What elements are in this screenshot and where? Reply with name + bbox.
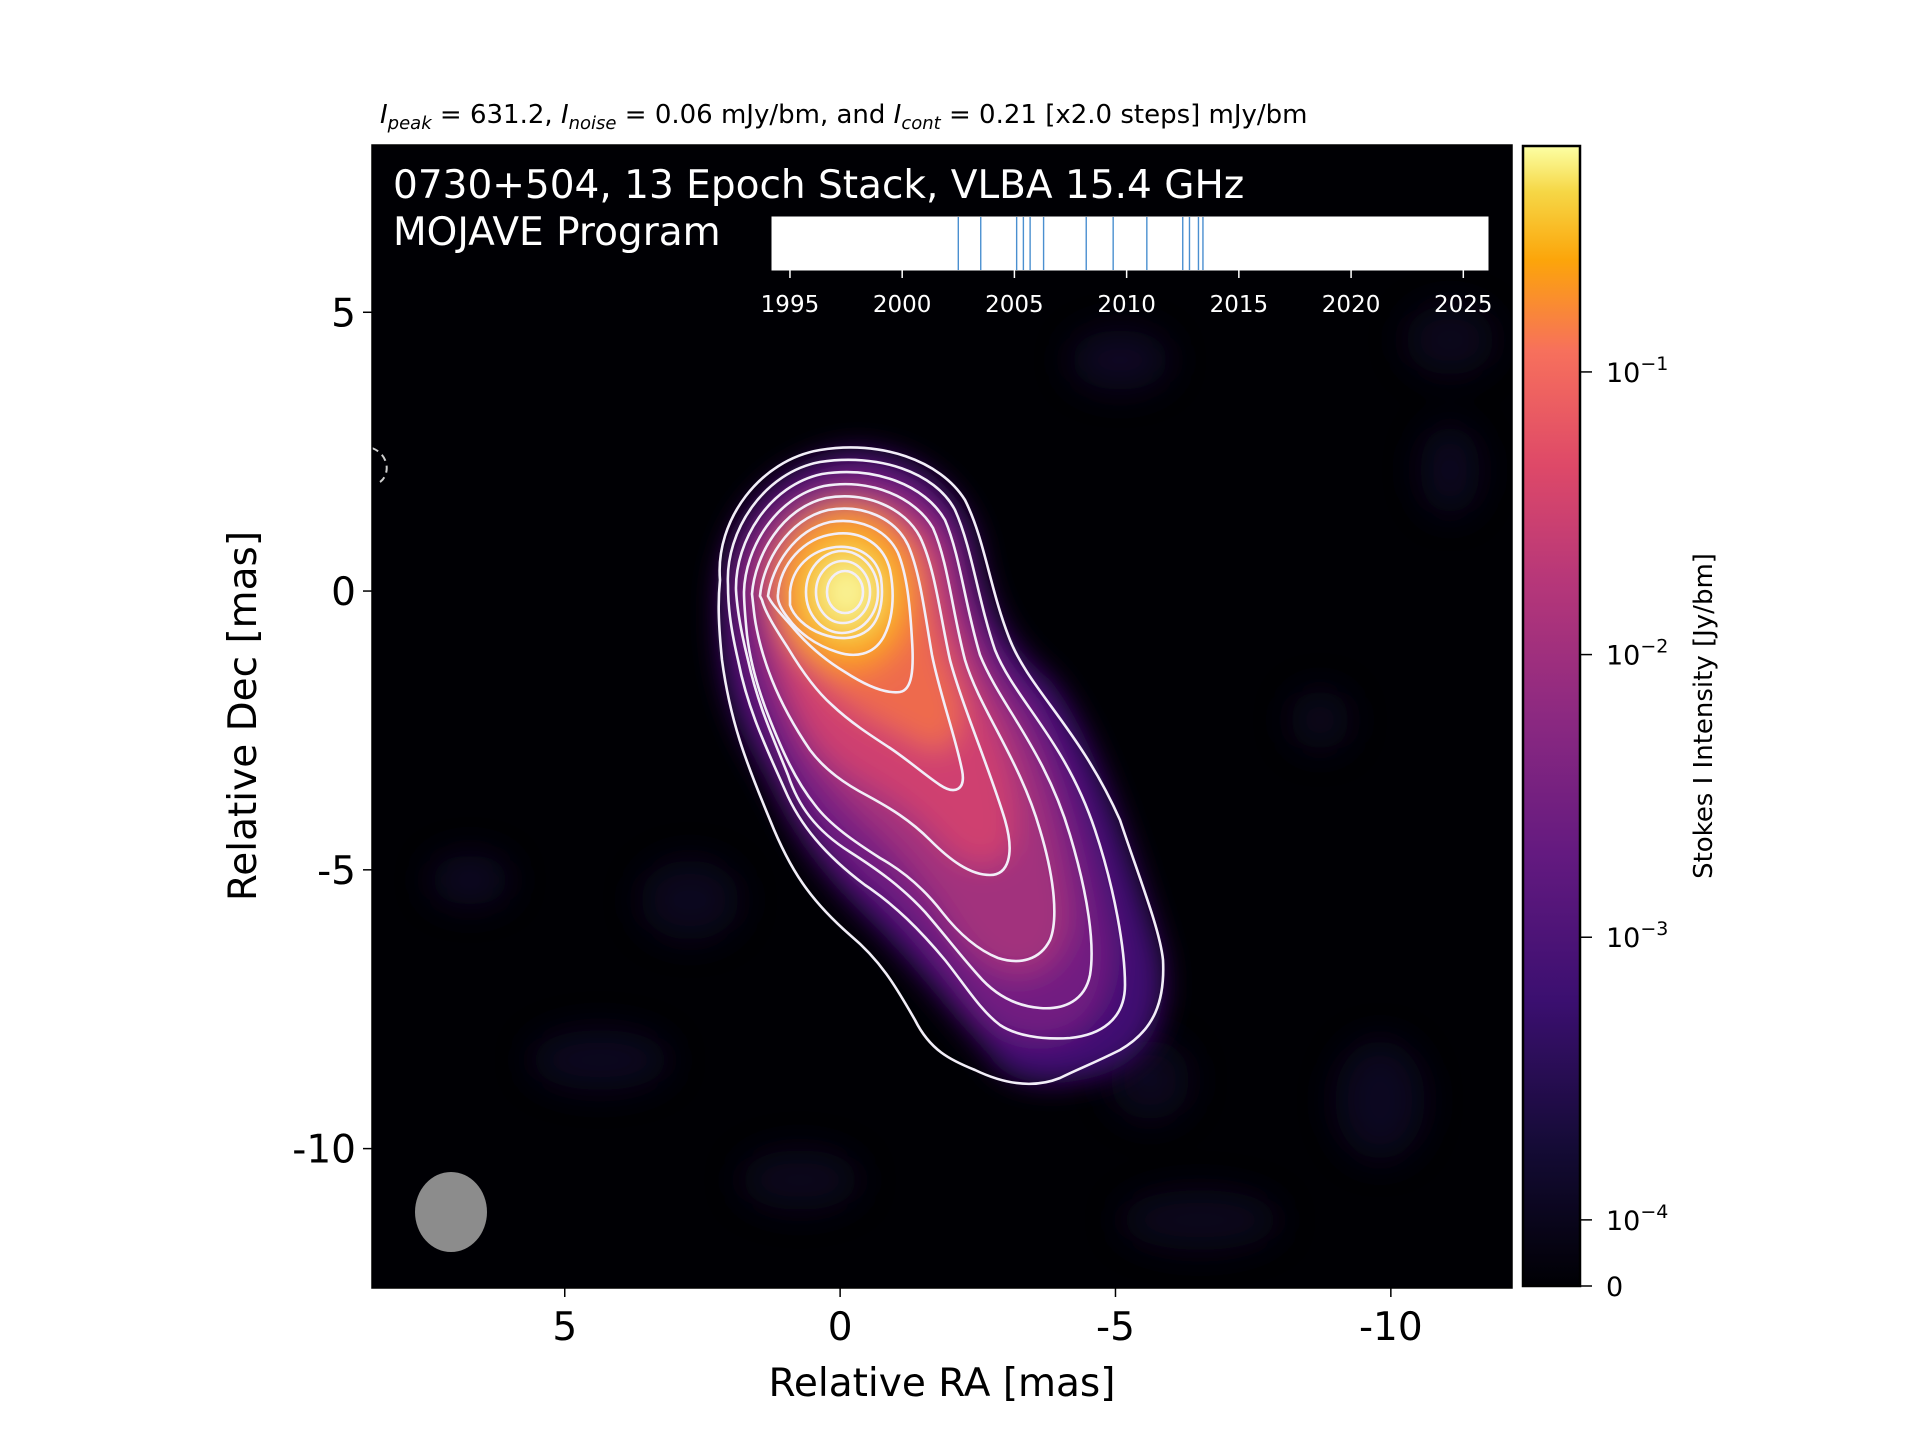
colorbar-label: Stokes I Intensity [Jy/bm]	[1689, 553, 1719, 879]
contour-lines	[371, 446, 1165, 1086]
epoch-tick-label: 2000	[873, 292, 932, 318]
map-title-line2: MOJAVE Program	[393, 210, 721, 255]
epoch-tick-label: 2010	[1097, 292, 1156, 318]
contour-level-10	[804, 549, 880, 635]
y-tick-label: -10	[292, 1128, 356, 1173]
contour-level-11	[814, 559, 872, 625]
y-axis-label: Relative Dec [mas]	[221, 531, 266, 901]
x-axis-label: Relative RA [mas]	[769, 1361, 1116, 1406]
y-tick-label: 5	[331, 291, 356, 336]
epoch-timeline-box	[771, 216, 1489, 271]
colorbar-tick-label: 10−2	[1606, 636, 1668, 672]
noise-value: 0.06 mJy/bm	[654, 100, 820, 130]
contour-level-2	[726, 458, 1127, 1040]
epoch-tick-label: 2020	[1322, 292, 1381, 318]
plot-frame	[371, 144, 1513, 1289]
negative-contour	[371, 447, 388, 483]
epoch-ticks: 1995 2000 2005 2010 2015 2020 2025	[761, 270, 1493, 318]
y-tick-label: 0	[331, 570, 356, 615]
epoch-tick-label: 2025	[1434, 292, 1493, 318]
colorbar-tick-label: 10−3	[1606, 918, 1668, 954]
contour-level-6	[758, 507, 965, 792]
epoch-tick-label: 2005	[985, 292, 1044, 318]
x-tick-label: -10	[1359, 1305, 1423, 1350]
colorbar-tick-label: 10−4	[1606, 1201, 1668, 1237]
colorbar	[1521, 144, 1582, 1288]
contour-level-1	[717, 446, 1165, 1086]
contour-level-12	[825, 569, 865, 615]
x-tick-label: 5	[552, 1305, 577, 1350]
contour-level-4	[742, 482, 1056, 963]
colorbar-tick-label: 0	[1606, 1272, 1623, 1303]
epoch-tick-label: 1995	[761, 292, 820, 318]
contour-level-3	[734, 470, 1093, 1010]
x-tick-label: -5	[1096, 1305, 1135, 1350]
y-tick-label: -5	[317, 849, 356, 894]
colorbar-tick-label: 10−1	[1606, 353, 1668, 389]
peak-value: 631.2	[469, 100, 545, 130]
stats-header: Ipeak = 631.2, Inoise = 0.06 mJy/bm, and…	[380, 100, 1308, 135]
x-tick-label: 0	[828, 1305, 853, 1350]
contour-level-8	[776, 532, 894, 657]
cont-value: 0.21 [x2.0 steps] mJy/bm	[979, 100, 1308, 130]
epoch-tick-label: 2015	[1210, 292, 1269, 318]
contour-level-9	[788, 545, 884, 640]
contour-level-5	[750, 495, 1011, 877]
map-title-line1: 0730+504, 13 Epoch Stack, VLBA 15.4 GHz	[393, 163, 1244, 208]
beam-ellipse	[415, 1172, 487, 1252]
colorbar-ticks: 10−1 10−2 10−3 10−4 0	[1580, 353, 1668, 1303]
and-word: and	[836, 100, 886, 130]
epoch-timeline: 1995 2000 2005 2010 2015 2020 2025	[761, 216, 1493, 318]
y-axis-ticks: 5 0 -5 -10	[292, 291, 372, 1173]
x-axis-ticks: 5 0 -5 -10	[552, 1288, 1423, 1350]
epoch-lines	[957, 217, 1204, 270]
contour-level-7	[766, 519, 914, 694]
